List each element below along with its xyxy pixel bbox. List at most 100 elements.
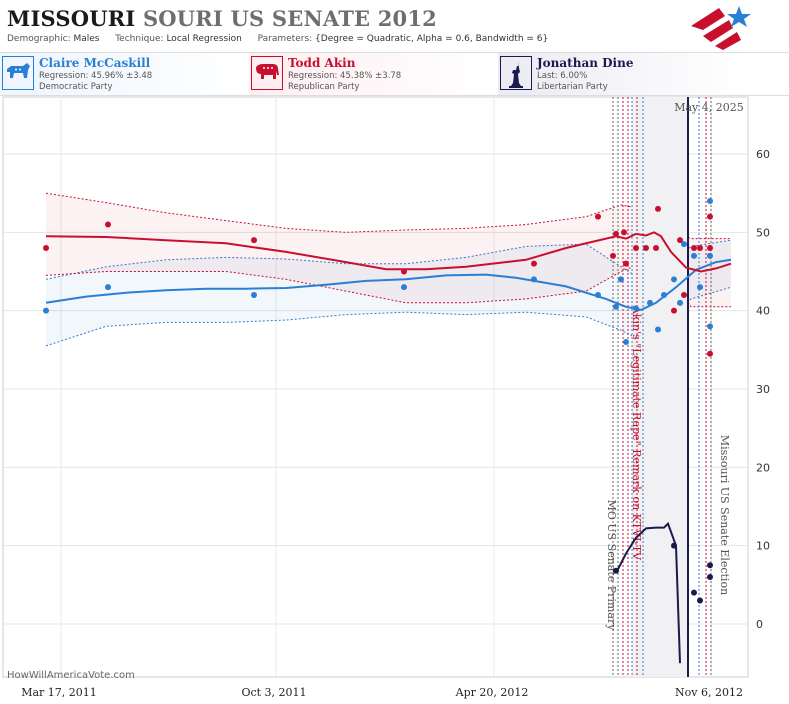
poll-point	[691, 245, 697, 251]
poll-point	[105, 221, 111, 228]
y-tick-label: 40	[756, 305, 770, 318]
parameters-value: {Degree = Quadratic, Alpha = 0.6, Bandwi…	[315, 34, 549, 44]
y-tick-label: 30	[756, 383, 770, 396]
y-axis: 0 10 20 30 40 50 60	[756, 148, 770, 631]
candidate-regression: Regression: 45.96% ±3.48	[39, 71, 153, 81]
poll-point	[633, 305, 639, 312]
poll-point	[707, 245, 713, 251]
poll-point	[621, 229, 627, 236]
poll-point	[647, 299, 653, 306]
confidence-band-lower	[45, 263, 731, 308]
chart-parameters: Demographic: Males Technique: Local Regr…	[7, 34, 548, 44]
confidence-band-upper	[45, 239, 732, 280]
confidence-band	[46, 240, 731, 346]
poll-point	[401, 284, 407, 291]
poll-chart: MO US Senate Primary Akin's "Legitimate R…	[2, 96, 770, 699]
poll-point	[697, 597, 703, 604]
candidate-name: Jonathan Dine	[537, 56, 634, 70]
poll-point	[531, 260, 537, 267]
x-tick-label: Apr 20, 2012	[455, 686, 529, 699]
poll-point	[671, 542, 677, 549]
poll-point	[643, 245, 649, 251]
technique-label: Technique:	[115, 34, 164, 44]
highlight-region	[632, 97, 688, 677]
x-axis: Mar 17, 2011 Oct 3, 2011 Apr 20, 2012 Nov 6…	[21, 686, 743, 699]
candidate-regression: Regression: 45.38% ±3.78	[288, 71, 402, 81]
poll-point	[681, 241, 687, 248]
technique-value: Local Regression	[166, 34, 242, 44]
candidate-last: Last: 6.00%	[537, 71, 588, 81]
poll-point	[618, 276, 624, 283]
poll-point	[707, 350, 713, 357]
candidate-party: Democratic Party	[39, 82, 113, 92]
poll-point	[691, 252, 697, 259]
poll-point	[613, 303, 619, 310]
poll-point	[610, 252, 616, 259]
y-tick-label: 20	[756, 461, 770, 474]
poll-point	[623, 260, 629, 267]
poll-point	[697, 245, 703, 251]
elephant-icon	[251, 56, 283, 90]
y-tick-label: 0	[756, 618, 763, 631]
donkey-icon	[2, 56, 34, 90]
demographic-label: Demographic:	[7, 34, 71, 44]
poll-point	[707, 574, 713, 580]
candidate-name: Todd Akin	[288, 56, 356, 70]
y-tick-label: 50	[756, 226, 770, 239]
x-tick-label: Mar 17, 2011	[21, 686, 97, 699]
poll-point	[531, 276, 537, 283]
poll-point	[401, 268, 407, 275]
poll-point	[707, 562, 713, 569]
title-main: MISSOURI	[7, 6, 136, 31]
event-markers: MO US Senate Primary Akin's "Legitimate R…	[605, 97, 731, 677]
poll-point	[707, 198, 713, 204]
current-date-label: May 4, 2025	[674, 101, 744, 114]
event-label: Akin's "Legitimate Rape" Remark on KTVI-…	[630, 305, 643, 561]
poll-point	[671, 276, 677, 283]
poll-point	[595, 292, 601, 298]
event-label: MO US Senate Primary	[605, 500, 618, 632]
poll-point	[655, 205, 661, 212]
poll-point	[633, 245, 639, 251]
poll-point	[623, 339, 629, 345]
poll-point	[677, 237, 683, 244]
poll-point	[681, 292, 687, 298]
poll-point	[613, 567, 619, 574]
candidate-party: Libertarian Party	[537, 82, 608, 92]
poll-point	[707, 252, 713, 259]
poll-point	[251, 237, 257, 244]
plot-frame	[2, 96, 749, 678]
parameters-label: Parameters:	[257, 34, 313, 44]
poll-point	[105, 284, 111, 291]
poll-point	[707, 213, 713, 220]
site-logo-icon	[691, 6, 751, 50]
poll-point	[697, 284, 703, 291]
demographic-value: Males	[73, 34, 100, 44]
candidate-card-akin[interactable]: Todd Akin Regression: 45.38% ±3.78 Repub…	[249, 53, 497, 95]
y-tick-label: 60	[756, 148, 770, 161]
candidate-party: Republican Party	[288, 82, 360, 92]
candidate-bar: Claire McCaskill Regression: 45.96% ±3.4…	[0, 52, 789, 96]
confidence-bands	[45, 192, 732, 347]
poll-points	[43, 198, 713, 604]
trend-line	[615, 521, 681, 664]
poll-point	[653, 245, 659, 251]
trend-line	[45, 231, 732, 273]
page-title: MISSOURI SOURI US SENATE 2012	[7, 6, 437, 31]
site-credit: HowWillAmericaVote.com	[7, 670, 135, 681]
candidate-card-dine[interactable]: Jonathan Dine Last: 6.00% Libertarian Pa…	[498, 53, 746, 95]
x-tick-label: Nov 6, 2012	[675, 686, 743, 699]
poll-point	[43, 245, 49, 251]
candidate-card-mccaskill[interactable]: Claire McCaskill Regression: 45.96% ±3.4…	[0, 53, 248, 95]
poll-point	[655, 326, 661, 333]
event-label: Missouri US Senate Election	[718, 435, 731, 595]
poll-point	[707, 323, 713, 330]
poll-point	[677, 299, 683, 306]
poll-point	[671, 307, 677, 314]
poll-point	[43, 307, 49, 314]
poll-point	[613, 230, 619, 237]
poll-point	[661, 292, 667, 298]
poll-point	[251, 292, 257, 298]
title-sub: SOURI US SENATE 2012	[142, 6, 437, 31]
poll-point	[691, 589, 697, 596]
